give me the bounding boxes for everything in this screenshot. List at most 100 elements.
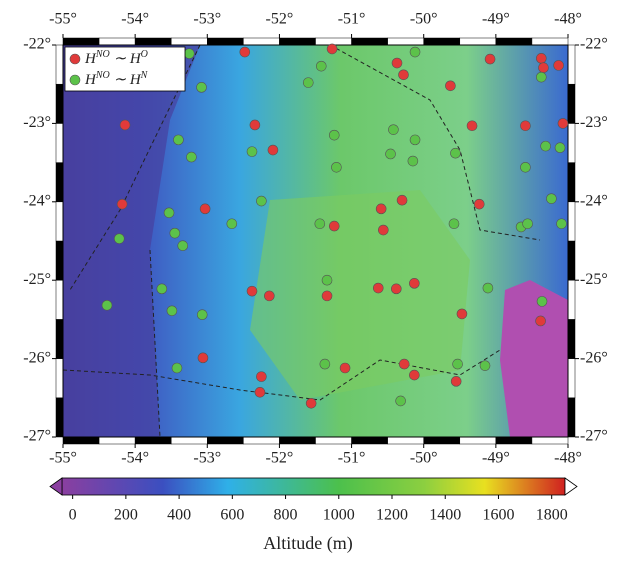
- x-tick-label: -49°: [482, 11, 510, 28]
- y-tick-label: -26°: [580, 349, 608, 366]
- frame-segment: [568, 280, 575, 319]
- colorbar-tick-label: 1000: [323, 507, 355, 524]
- x-tick-label: -55°: [49, 450, 77, 467]
- x-tick-label: -52°: [266, 450, 294, 467]
- frame-segment: [532, 38, 568, 45]
- x-tick-label: -53°: [193, 450, 221, 467]
- station: [373, 283, 383, 293]
- frame-segment: [243, 437, 279, 444]
- station: [467, 121, 477, 131]
- station: [322, 291, 332, 301]
- y-tick-label: -22°: [23, 36, 51, 53]
- station: [557, 219, 567, 229]
- station: [538, 63, 548, 73]
- frame-segment: [352, 38, 388, 45]
- station: [117, 199, 127, 209]
- station: [320, 359, 330, 369]
- y-tick-label: -23°: [580, 114, 608, 131]
- station: [240, 47, 250, 57]
- legend-text-part: NO: [95, 49, 110, 60]
- frame-segment: [56, 202, 63, 241]
- station: [167, 306, 177, 316]
- frame-segment: [496, 437, 532, 444]
- legend-marker: [70, 75, 80, 85]
- colorbar-tick-label: 600: [220, 507, 244, 524]
- station: [558, 118, 568, 128]
- station: [541, 141, 551, 151]
- station: [164, 208, 174, 218]
- x-tick-label: -53°: [193, 11, 221, 28]
- frame-segment: [568, 84, 575, 123]
- frame-segment: [460, 38, 496, 45]
- x-tick-label: -54°: [121, 11, 149, 28]
- x-tick-label: -51°: [338, 11, 366, 28]
- station: [391, 284, 401, 294]
- map: [63, 45, 568, 437]
- station: [268, 145, 278, 155]
- frame-segment: [99, 437, 135, 444]
- frame-segment: [532, 437, 568, 444]
- station: [450, 148, 460, 158]
- y-tick-label: -23°: [23, 114, 51, 131]
- colorbar-tick-label: 1800: [536, 507, 568, 524]
- frame-segment: [568, 202, 575, 241]
- y-tick-label: -24°: [580, 192, 608, 209]
- station: [457, 309, 467, 319]
- frame-segment: [207, 38, 243, 45]
- station: [197, 82, 207, 92]
- colorbar-extend: [50, 478, 62, 495]
- station: [536, 316, 546, 326]
- legend-marker: [70, 54, 80, 64]
- y-tick-label: -27°: [580, 428, 608, 445]
- legend-text-part: ∼ H: [110, 51, 142, 67]
- station: [546, 194, 556, 204]
- station: [388, 125, 398, 135]
- station: [329, 221, 339, 231]
- station: [397, 195, 407, 205]
- station: [186, 152, 196, 162]
- station: [256, 196, 266, 206]
- station: [197, 310, 207, 320]
- frame-segment: [135, 38, 171, 45]
- colorbar-tick-label: 800: [274, 507, 298, 524]
- colorbar-tick-label: 0: [69, 507, 77, 524]
- legend-text-part: NO: [95, 70, 110, 81]
- frame-segment: [424, 38, 460, 45]
- frame-segment: [135, 437, 171, 444]
- frame-segment: [63, 437, 99, 444]
- x-tick-label: -55°: [49, 11, 77, 28]
- colorbar-tick-label: 1400: [429, 507, 461, 524]
- station: [483, 283, 493, 293]
- station: [331, 162, 341, 172]
- y-tick-label: -27°: [23, 428, 51, 445]
- colorbar-tick-label: 1200: [376, 507, 408, 524]
- station: [327, 44, 337, 54]
- colorbar-tick-label: 1600: [482, 507, 514, 524]
- station: [520, 121, 530, 131]
- x-tick-label: -54°: [121, 450, 149, 467]
- colorbar: [62, 478, 565, 495]
- station: [399, 70, 409, 80]
- legend-text-part: O: [141, 49, 148, 60]
- frame-segment: [171, 38, 207, 45]
- x-tick-label: -50°: [410, 11, 438, 28]
- colorbar-tick-label: 200: [114, 507, 138, 524]
- station: [410, 47, 420, 57]
- station: [453, 359, 463, 369]
- station: [329, 130, 339, 140]
- station: [198, 353, 208, 363]
- station: [399, 359, 409, 369]
- station: [247, 286, 257, 296]
- station: [184, 49, 194, 59]
- x-tick-label: -51°: [338, 450, 366, 467]
- frame-segment: [424, 437, 460, 444]
- frame-segment: [207, 437, 243, 444]
- station: [178, 241, 188, 251]
- frame-segment: [56, 163, 63, 202]
- y-tick-label: -25°: [23, 271, 51, 288]
- colorbar-tick-label: 400: [167, 507, 191, 524]
- frame-segment: [171, 437, 207, 444]
- station: [408, 156, 418, 166]
- station: [376, 204, 386, 214]
- station: [536, 72, 546, 82]
